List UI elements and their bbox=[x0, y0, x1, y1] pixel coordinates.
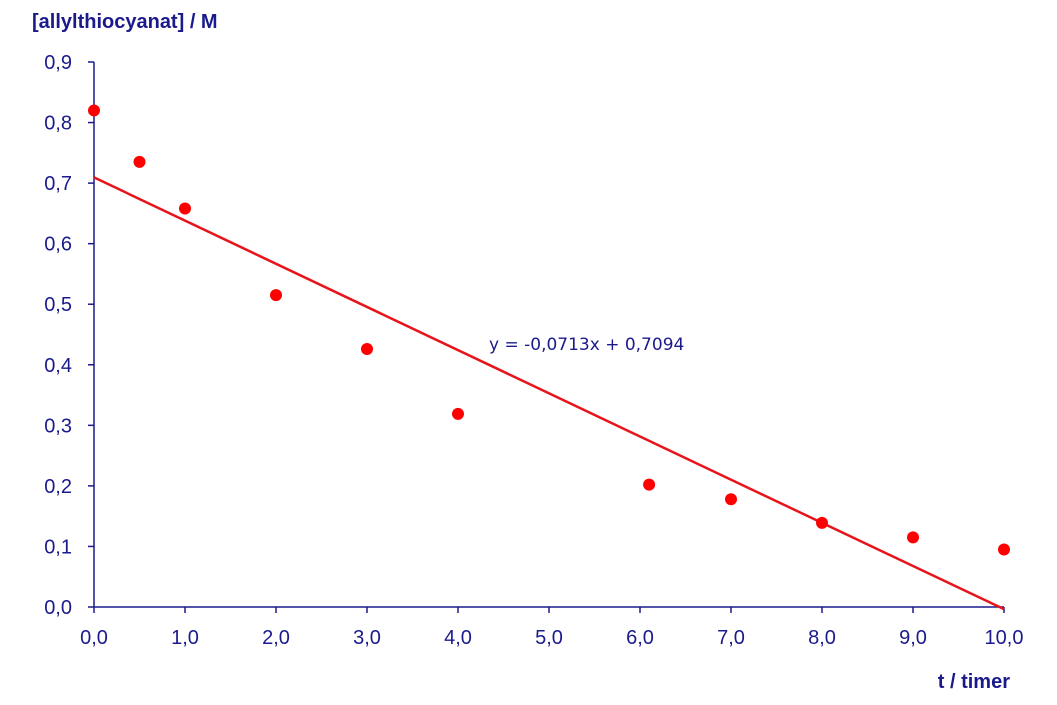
y-ticks: 0,0 0,1 0,2 0,3 0,4 0,5 0,6 0,7 0,8 0,9 bbox=[44, 52, 94, 619]
data-point bbox=[816, 516, 828, 529]
y-tick-label: 0,7 bbox=[44, 173, 72, 195]
x-tick-label: 2,0 bbox=[262, 627, 290, 649]
y-tick-label: 0,0 bbox=[44, 597, 72, 619]
trendline-group bbox=[93, 176, 1005, 611]
x-ticks: 0,0 1,0 2,0 3,0 4,0 5,0 6,0 7,0 8,0 9,0 10,0 bbox=[80, 607, 1023, 649]
data-points bbox=[88, 104, 1010, 556]
y-tick-label: 0,8 bbox=[44, 113, 72, 135]
x-tick-label: 7,0 bbox=[717, 627, 745, 649]
y-tick-label: 0,6 bbox=[44, 234, 72, 256]
y-tick-label: 0,4 bbox=[44, 355, 72, 377]
x-tick-label: 9,0 bbox=[899, 627, 927, 649]
data-point bbox=[907, 531, 919, 544]
data-point bbox=[643, 478, 656, 491]
x-tick-label: 0,0 bbox=[80, 627, 108, 649]
y-tick-label: 0,2 bbox=[44, 476, 72, 498]
x-tick-label: 3,0 bbox=[353, 627, 381, 649]
data-point bbox=[998, 543, 1010, 556]
data-point bbox=[270, 289, 282, 302]
y-tick-label: 0,1 bbox=[44, 536, 72, 558]
x-tick-label: 5,0 bbox=[535, 627, 563, 649]
x-tick-label: 8,0 bbox=[808, 627, 836, 649]
y-tick-label: 0,9 bbox=[44, 52, 72, 74]
data-point bbox=[179, 202, 191, 215]
y-tick-label: 0,3 bbox=[44, 415, 72, 437]
x-axis-title: t / timer bbox=[938, 671, 1010, 693]
x-tick-label: 10,0 bbox=[985, 627, 1024, 649]
x-tick-label: 1,0 bbox=[171, 627, 199, 649]
y-tick-label: 0,5 bbox=[44, 294, 72, 316]
x-tick-label: 6,0 bbox=[626, 627, 654, 649]
data-point bbox=[88, 104, 100, 117]
data-point bbox=[725, 493, 737, 506]
y-axis-title: [allylthiocyanat] / M bbox=[32, 11, 218, 33]
data-point bbox=[452, 407, 464, 420]
x-tick-label: 4,0 bbox=[444, 627, 472, 649]
trendline-equation: y = -0,0713x + 0,7094 bbox=[489, 335, 684, 355]
trendline bbox=[93, 176, 1005, 611]
data-point bbox=[133, 155, 146, 168]
data-point bbox=[361, 343, 373, 356]
